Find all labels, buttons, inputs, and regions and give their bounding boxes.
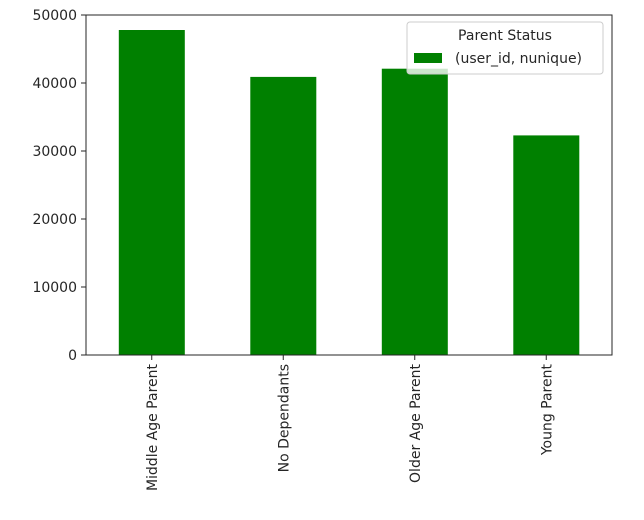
bar: [118, 30, 185, 355]
bar: [513, 135, 580, 355]
legend-series-label: (user_id, nunique): [455, 51, 582, 67]
y-tick-label: 0: [68, 348, 77, 364]
legend: Parent Status (user_id, nunique): [406, 21, 604, 75]
x-tick-label: No Dependants: [276, 364, 292, 472]
plot-frame: [85, 14, 613, 356]
y-tick-label: 30000: [32, 144, 77, 160]
x-tick-label: Older Age Parent: [408, 363, 424, 482]
legend-title: Parent Status: [458, 28, 552, 44]
y-tick-label: 50000: [32, 8, 77, 24]
x-tick-label: Young Parent: [539, 364, 555, 457]
bar: [381, 68, 448, 355]
y-tick-label: 40000: [32, 76, 77, 92]
x-tick-label: Middle Age Parent: [145, 363, 161, 491]
y-tick-label: 20000: [32, 212, 77, 228]
legend-swatch: [414, 53, 442, 63]
y-tick-label: 10000: [32, 280, 77, 296]
legend-frame: [406, 21, 604, 75]
bar: [250, 76, 317, 356]
